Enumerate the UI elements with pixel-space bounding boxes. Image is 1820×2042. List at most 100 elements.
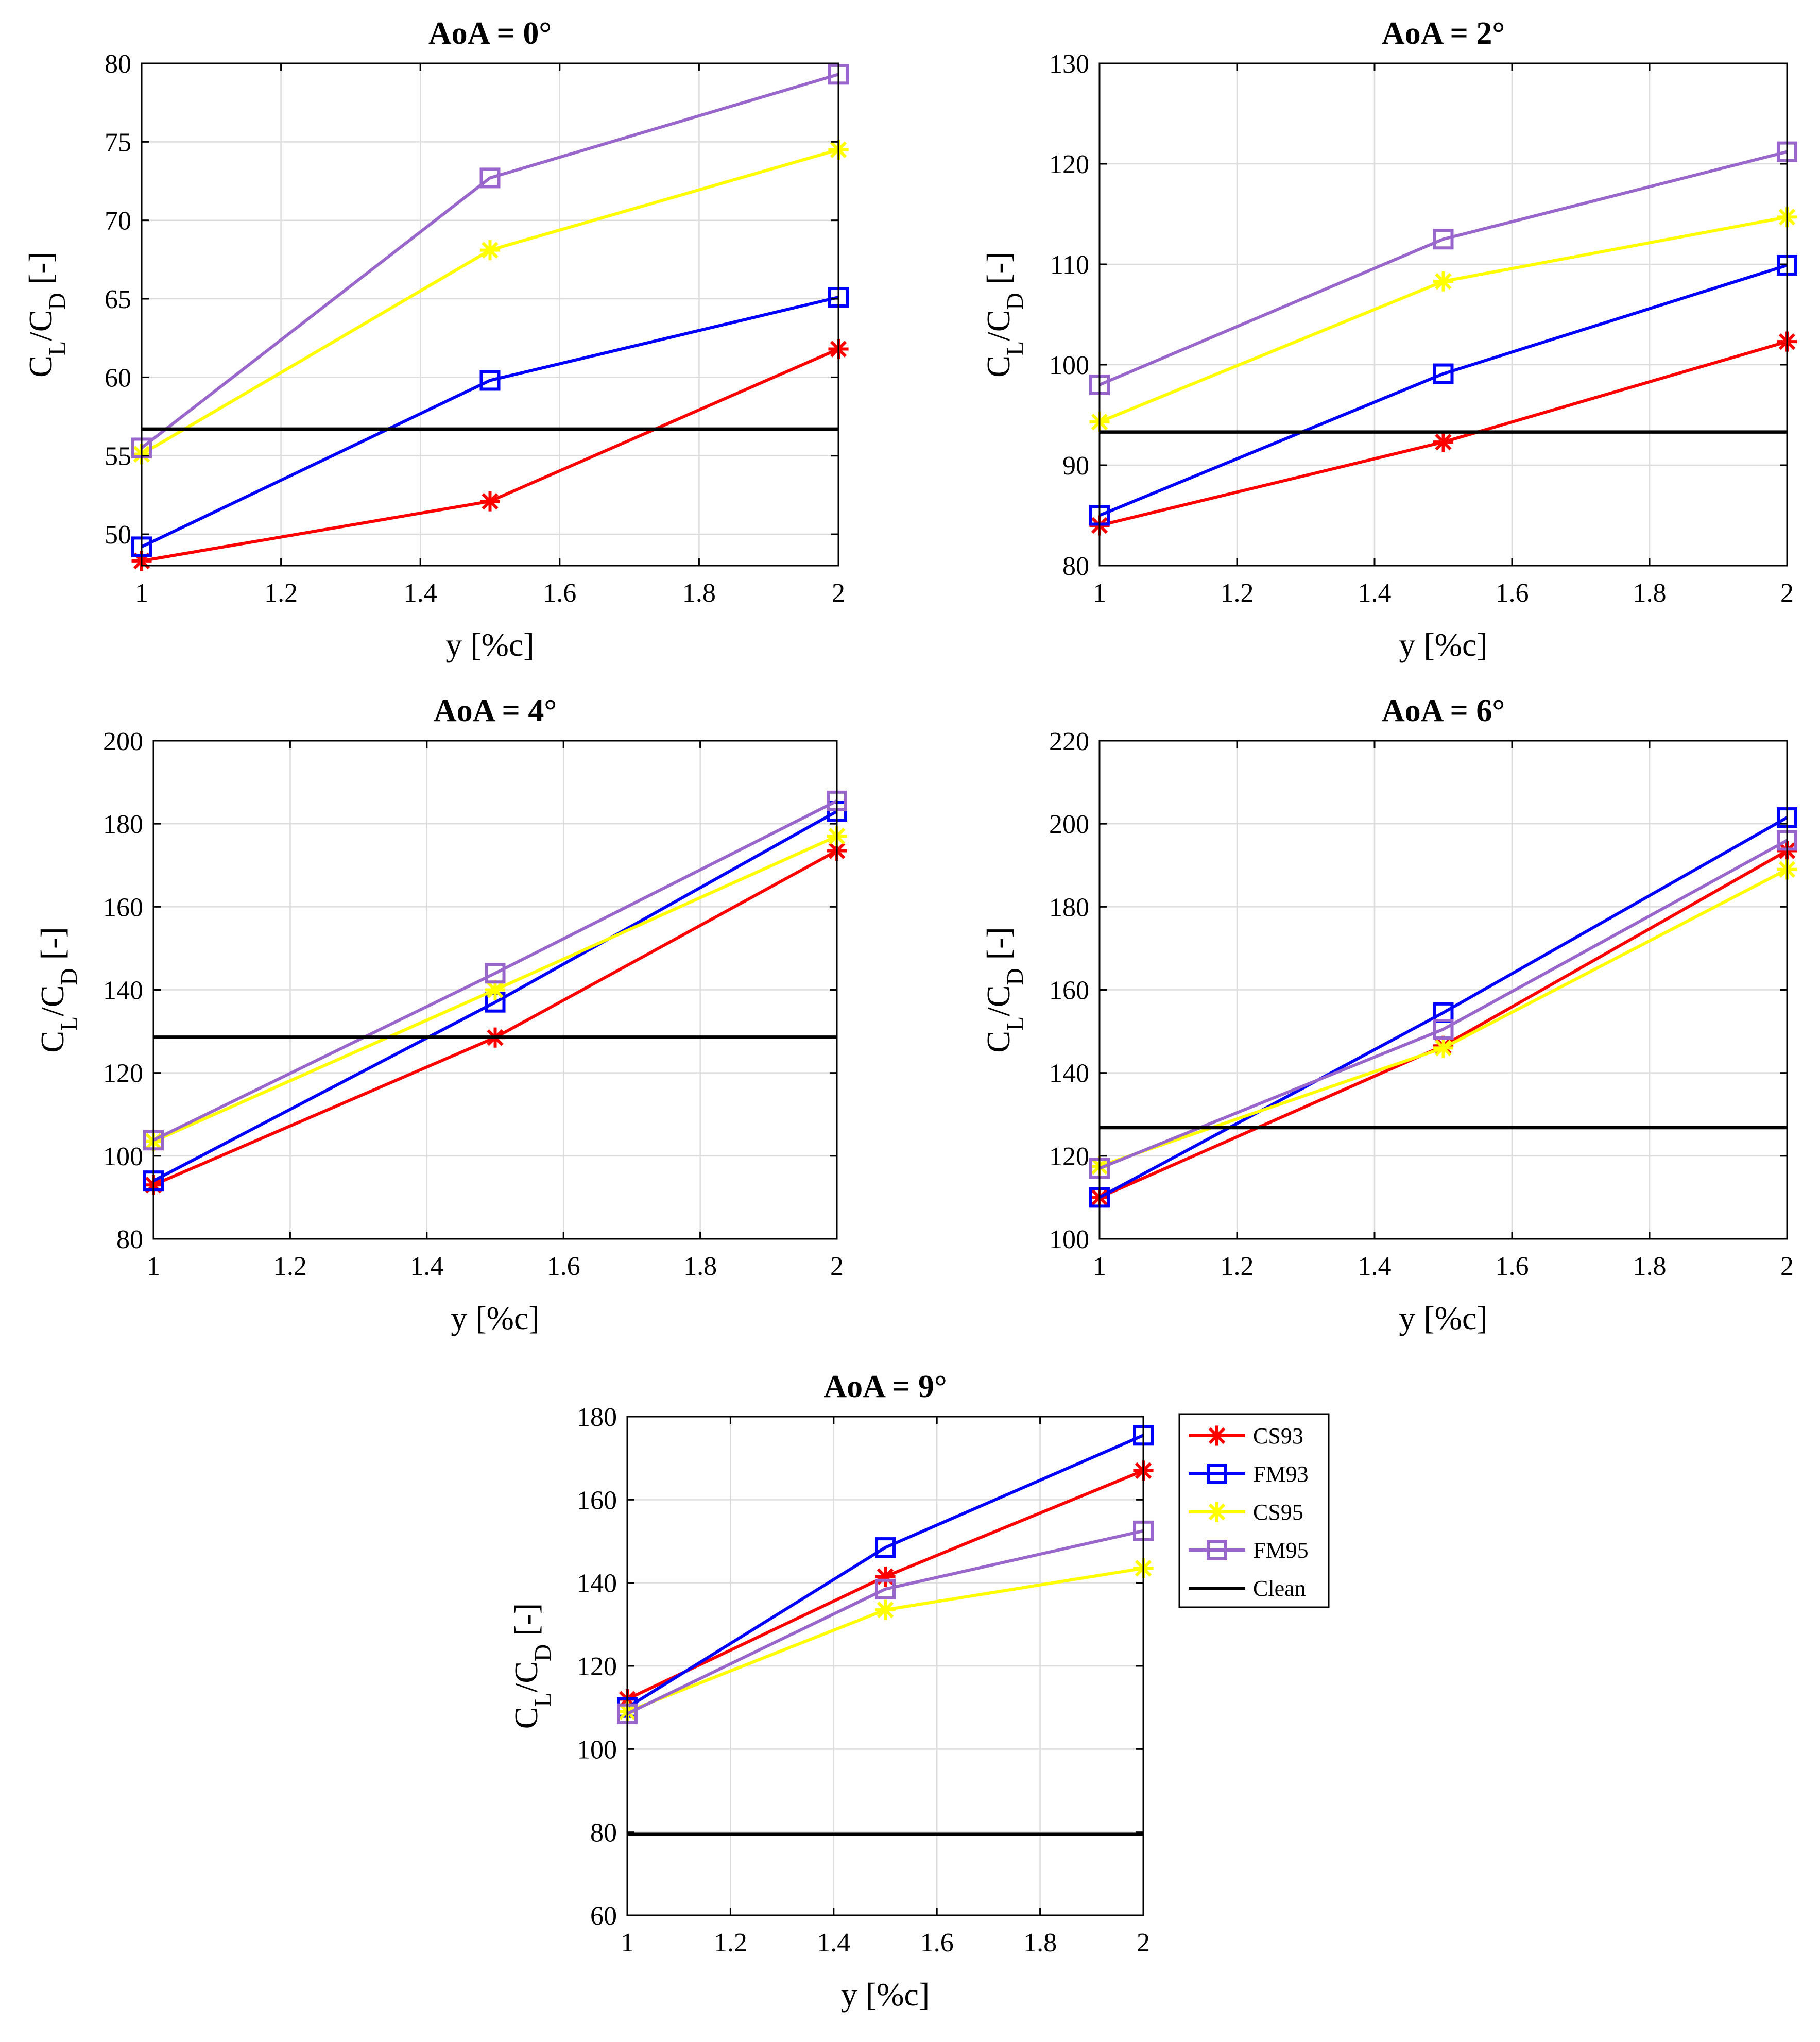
series-line-fm93 [141, 296, 839, 549]
y-label-slash-c: /C [980, 985, 1017, 1016]
y-tick-label: 180 [577, 1403, 617, 1432]
series-line-fm95 [141, 73, 839, 449]
y-tick-label: 55 [105, 442, 131, 471]
x-axis-label: y [%c] [1399, 1300, 1487, 1336]
y-label-sub-d: D [44, 293, 70, 310]
y-label-sub-l: L [1002, 341, 1028, 355]
ticks: 1 1.2 1.4 1.6 1.8 2 100 120 140 160 180 200 220 [1049, 727, 1794, 1281]
y-tick-label: 100 [1049, 351, 1089, 380]
y-label-sub-l: L [529, 1692, 556, 1707]
y-tick-label: 100 [577, 1735, 617, 1764]
legend-label-cs95: CS95 [1253, 1500, 1303, 1525]
x-tick-label: 1.8 [683, 1252, 717, 1281]
grid [153, 741, 837, 1239]
data-point-fm93-2 [479, 370, 501, 391]
data-point-fm95-2 [1433, 229, 1454, 250]
y-label-slash-c: /C [22, 310, 59, 341]
y-label-c: C [508, 1707, 544, 1729]
y-tick-label: 160 [577, 1486, 617, 1515]
chart-title: AoA = 0° [428, 16, 552, 51]
series-line-fm95 [1098, 839, 1788, 1170]
grid [1100, 63, 1787, 566]
legend-item-fm93: FM93 [1189, 1461, 1309, 1487]
legend: CS93 FM93 CS95 FM95 Clean [1178, 1413, 1330, 1608]
data-point-cs95-2-stroke-d2 [482, 242, 499, 259]
y-axis-label: CL/CD [-] [34, 927, 82, 1052]
plot-area [1100, 63, 1787, 566]
x-tick-label: 1.8 [1633, 578, 1667, 608]
y-label-unit: [-] [22, 251, 59, 293]
x-tick-label: 2 [830, 1252, 844, 1281]
y-tick-label: 80 [105, 49, 131, 79]
data-point-cs93-2-stroke-d2 [1435, 433, 1452, 451]
y-label-sub-d: D [1002, 968, 1028, 985]
ticks: 1 1.2 1.4 1.6 1.8 2 50 55 60 65 70 75 80 [105, 49, 845, 608]
data-point-fm93-2 [875, 1537, 896, 1558]
y-label-unit: [-] [980, 927, 1017, 968]
y-tick-label: 160 [103, 893, 143, 922]
data-point-cs95-2-stroke-d2 [877, 1601, 894, 1619]
data-point-cs95-2-stroke-d2 [487, 981, 504, 998]
data-point-fm95-2 [485, 963, 506, 984]
x-tick-label: 1.2 [273, 1252, 307, 1281]
y-tick-label: 100 [1049, 1225, 1089, 1254]
y-tick-label: 130 [1049, 49, 1089, 79]
chart-title: AoA = 2° [1382, 16, 1505, 51]
legend-label-fm93: FM93 [1253, 1461, 1309, 1487]
y-tick-label: 90 [1062, 451, 1089, 481]
x-tick-label: 1 [1093, 578, 1106, 608]
y-label-sub-d: D [529, 1644, 556, 1661]
x-tick-label: 1.2 [1221, 1252, 1254, 1281]
y-label-sub-l: L [44, 341, 70, 355]
legend-label-fm95: FM95 [1253, 1538, 1309, 1563]
x-tick-label: 1.8 [1633, 1252, 1667, 1281]
x-tick-label: 2 [832, 578, 845, 608]
y-tick-label: 200 [1049, 810, 1089, 839]
legend-marker-cs95-stroke-d2 [1208, 1503, 1226, 1521]
y-tick-label: 220 [1049, 727, 1089, 756]
y-axis-label: CL/CD [-] [508, 1603, 556, 1729]
data-point-cs95-2 [479, 240, 501, 261]
data-point-cs93-2 [479, 491, 501, 512]
y-label-sub-d: D [1002, 293, 1028, 310]
chart-title: AoA = 6° [1382, 693, 1505, 728]
x-tick-label: 1.2 [264, 578, 298, 608]
x-axis-label: y [%c] [445, 626, 534, 663]
series-group [1089, 807, 1797, 1208]
chart-3: 1 1.2 1.4 1.6 1.8 2 80 100 120 140 160 180 200 AoA = … [34, 693, 847, 1336]
x-tick-label: 1.4 [404, 578, 437, 608]
x-tick-label: 1 [621, 1928, 634, 1958]
chart-title: AoA = 9° [823, 1369, 947, 1404]
x-tick-label: 1.4 [1358, 1252, 1392, 1281]
x-tick-label: 1 [1093, 1252, 1106, 1281]
y-label-sub-d: D [56, 968, 82, 985]
series-line-fm95 [152, 799, 838, 1142]
data-point-cs95-2 [875, 1599, 896, 1620]
y-tick-label: 200 [103, 727, 143, 756]
data-point-fm95-2 [479, 167, 501, 189]
y-label-slash-c: /C [34, 985, 71, 1016]
x-tick-label: 2 [1780, 1252, 1794, 1281]
y-tick-label: 60 [105, 363, 131, 393]
y-label-unit: [-] [508, 1603, 544, 1644]
y-axis-label: CL/CD [-] [980, 927, 1028, 1052]
legend-item-clean: Clean [1189, 1576, 1306, 1601]
data-point-cs95-2 [1433, 1037, 1454, 1058]
legend-marker-cs95 [1207, 1502, 1227, 1522]
y-tick-label: 80 [590, 1818, 617, 1848]
y-tick-label: 70 [105, 207, 131, 236]
y-tick-label: 100 [103, 1142, 143, 1171]
x-tick-label: 1.8 [1023, 1928, 1057, 1958]
legend-label-cs93: CS93 [1253, 1423, 1303, 1449]
data-point-fm95-2 [1433, 1019, 1454, 1040]
axes-box [141, 62, 839, 567]
data-point-cs93-2 [875, 1567, 896, 1587]
legend-marker-fm93 [1207, 1464, 1227, 1484]
y-tick-label: 140 [1049, 1059, 1089, 1088]
ticks: 1 1.2 1.4 1.6 1.8 2 60 80 100 120 140 160 180 [577, 1403, 1150, 1958]
plot-area [142, 63, 838, 566]
data-point-cs93-2 [1433, 432, 1454, 452]
series-group [1089, 141, 1797, 536]
y-label-slash-c: /C [980, 310, 1017, 341]
